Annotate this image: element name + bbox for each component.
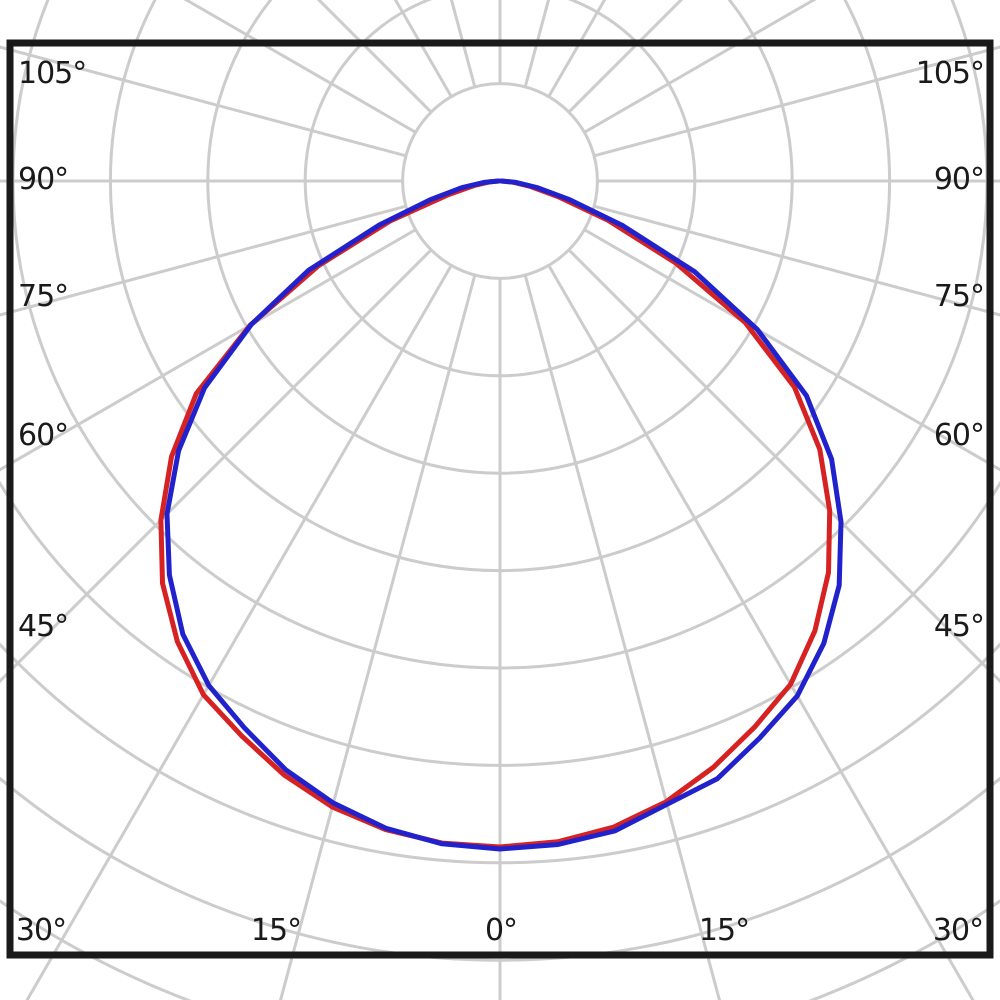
angle-label-bottom: 30° — [933, 913, 983, 948]
angle-label-left: 75° — [18, 279, 68, 314]
grid-spoke — [567, 248, 1000, 684]
angle-label-bottom: 30° — [16, 913, 66, 948]
angle-label-right: 60° — [934, 418, 984, 453]
angle-label-right: 105° — [916, 56, 984, 91]
angle-label-left: 45° — [18, 609, 68, 644]
grid-spoke — [0, 248, 433, 684]
grid-spoke — [279, 274, 477, 1000]
angle-label-right: 75° — [934, 279, 984, 314]
grid-spoke — [183, 0, 417, 134]
grid-spoke — [25, 264, 453, 1000]
curve-blue — [164, 178, 844, 852]
grid-spoke — [593, 204, 1000, 317]
grid-spoke — [0, 204, 407, 317]
chart-border — [6, 39, 994, 959]
grid-spoke — [547, 264, 975, 1000]
grid-spoke — [523, 274, 721, 1000]
grid-spoke — [583, 0, 817, 134]
grid-spoke — [0, 228, 417, 472]
angle-label-bottom: 0° — [485, 913, 517, 948]
grid-spoke — [593, 45, 1000, 158]
angle-label-left: 60° — [18, 418, 68, 453]
angle-label-right: 45° — [934, 609, 984, 644]
angle-label-bottom: 15° — [699, 913, 749, 948]
angle-label-bottom: 15° — [251, 913, 301, 948]
angle-label-left: 105° — [18, 56, 86, 91]
grid-spoke — [0, 45, 407, 158]
angle-label-left: 90° — [18, 162, 68, 197]
grid-spoke — [583, 228, 1000, 472]
angle-label-right: 90° — [934, 162, 984, 197]
